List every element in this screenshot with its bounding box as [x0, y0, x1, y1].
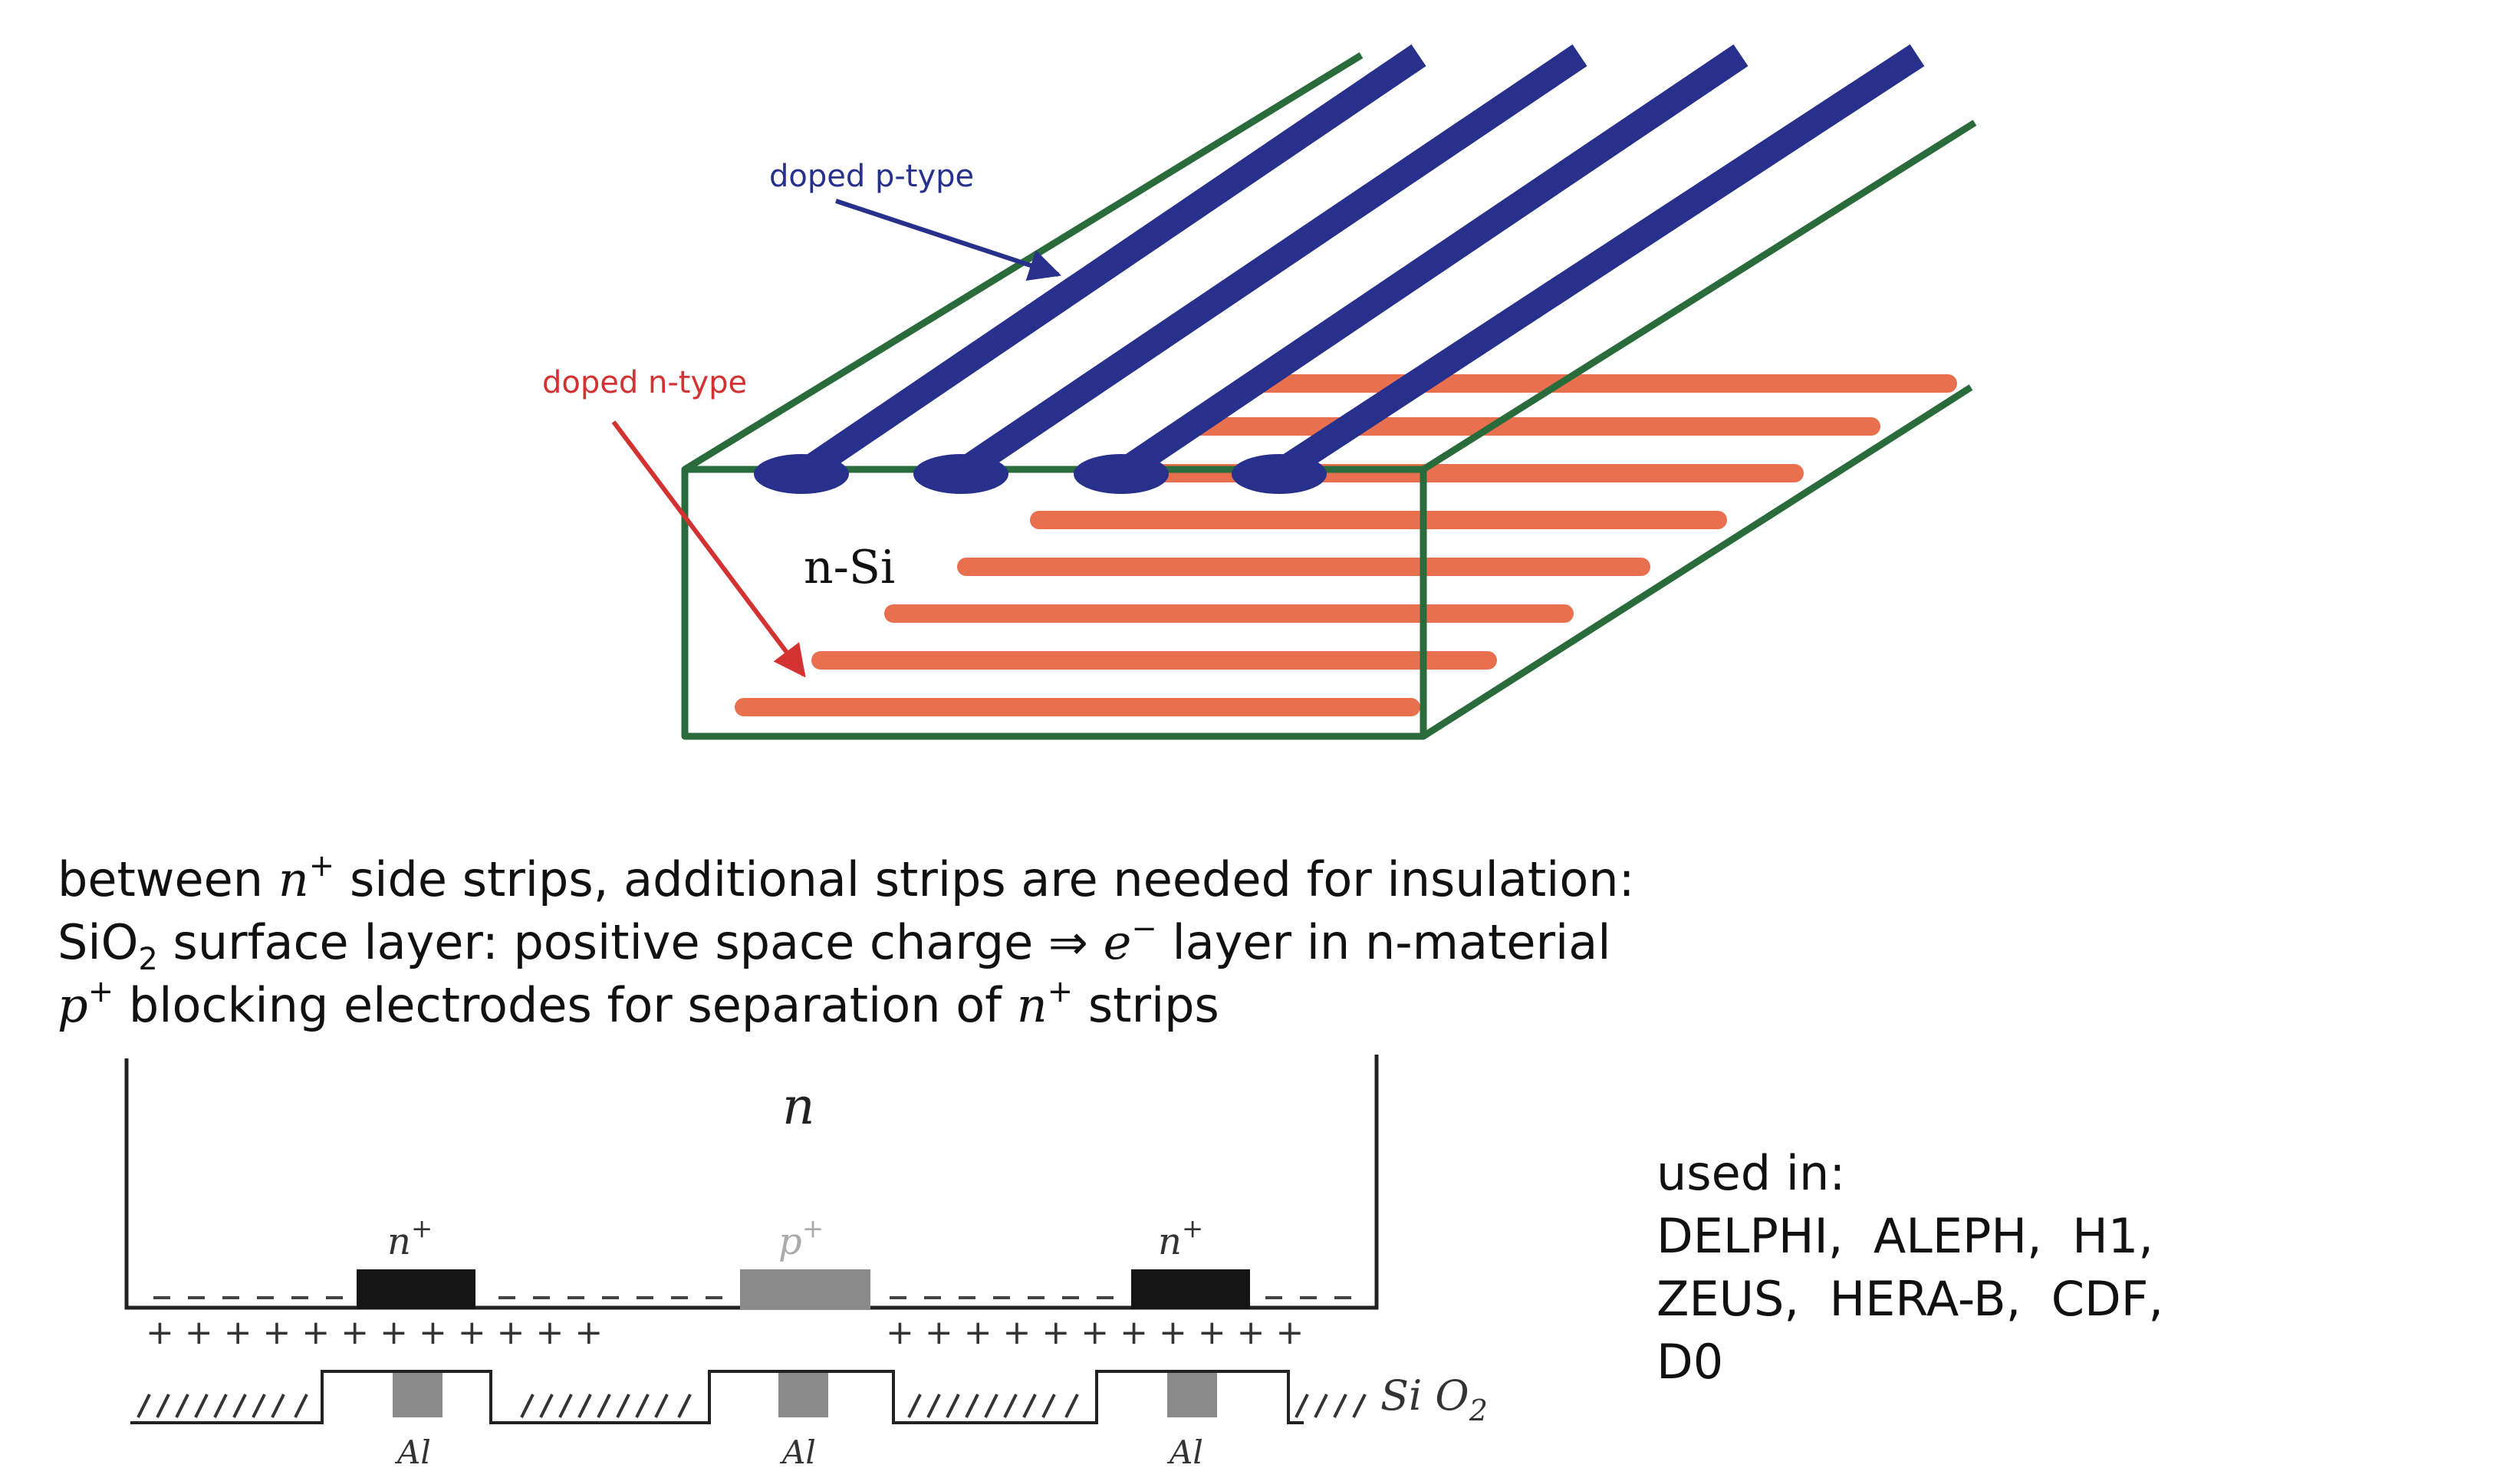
positive-charge-row: + + + + + + + + + + + + + + + + + + + + … — [146, 1313, 1304, 1352]
used-in-line-2: ZEUS, HERA-B, CDF, — [1656, 1271, 2164, 1327]
p-strip — [794, 44, 1426, 485]
svg-text:+ + + + + + + + + + + +: + + + + + + + + + + + + — [146, 1313, 603, 1352]
al-label: Al — [779, 1433, 816, 1468]
bulk-label: n-Si — [804, 541, 895, 594]
al-contact — [1167, 1373, 1217, 1417]
used-in-line-3: D0 — [1656, 1334, 1724, 1390]
svg-text:+ + + + + + + + + + +: + + + + + + + + + + + — [886, 1313, 1304, 1352]
used-in-line-1: DELPHI, ALEPH, H1, — [1656, 1208, 2153, 1264]
p-type-arrow — [835, 199, 1061, 281]
al-label: Al — [394, 1433, 431, 1468]
p-strip — [1269, 44, 1925, 485]
cross-section-diagram: + + + + + + + + + + + + + + + + + + + + … — [124, 1055, 1488, 1468]
pplus-label: p+ — [778, 1213, 824, 1263]
text-line-3: p+ blocking electrodes for separation of… — [58, 974, 1219, 1033]
n-type-strips — [735, 374, 1957, 716]
bulk-n-label: n — [782, 1077, 815, 1136]
al-label: Al — [1166, 1433, 1203, 1468]
text-line-1: between n+ side strips, additional strip… — [58, 848, 1635, 907]
al-contact — [778, 1373, 828, 1417]
p-strip — [951, 44, 1587, 485]
n-type-label: doped n-type — [542, 365, 747, 400]
double-sided-strip-detector-diagram: doped p-type doped n-type n-Si — [542, 44, 1977, 740]
p-strip — [1112, 44, 1749, 485]
sio2-label: Si O2 — [1380, 1371, 1488, 1427]
nplus-label-left: n+ — [387, 1213, 433, 1263]
nplus-label-right: n+ — [1158, 1213, 1203, 1263]
nplus-implant — [1131, 1269, 1250, 1309]
pplus-implant — [740, 1269, 870, 1309]
n-type-arrow — [611, 420, 806, 678]
p-strip-ends — [754, 454, 1327, 494]
p-type-label: doped p-type — [769, 159, 974, 194]
p-type-strips — [794, 44, 1925, 485]
al-contact — [393, 1373, 442, 1417]
oxide-profile — [130, 1370, 1304, 1424]
oxide-hatching — [137, 1394, 1367, 1418]
text-line-2: SiO2 surface layer: positive space charg… — [58, 911, 1611, 977]
nplus-implant — [357, 1269, 475, 1309]
used-in-heading: used in: — [1656, 1145, 1846, 1201]
